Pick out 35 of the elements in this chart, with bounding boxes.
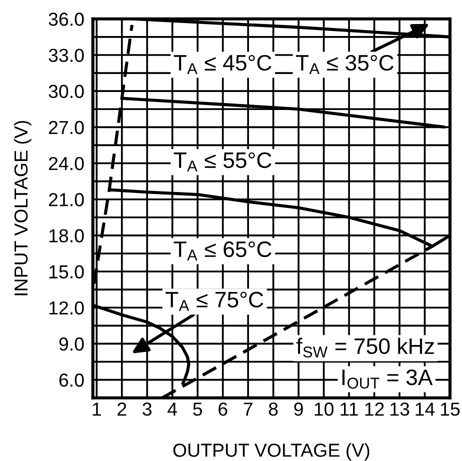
x-tick-label: 4 (168, 402, 178, 416)
annotation: T$_{A}$ ≤ 45°C (174, 54, 272, 74)
y-axis-title: INPUT VOLTAGE (V) (14, 120, 32, 296)
x-axis-title: OUTPUT VOLTAGE (V) (173, 443, 370, 461)
y-tick-label: 24.0 (48, 156, 84, 170)
y-tick-label: 36.0 (48, 12, 84, 26)
x-tick-label: 15 (440, 402, 460, 416)
annotation: T$_{A}$ ≤ 55°C (174, 152, 272, 172)
y-tick-label: 21.0 (48, 193, 84, 206)
y-tick-label: 18.0 (49, 229, 84, 242)
annotation: T$_{A}$ ≤ 65°C (174, 241, 272, 260)
x-tick-label: 6 (218, 402, 228, 416)
annotation: T$_{A}$ ≤ 35°C (296, 54, 394, 74)
x-tick-label: 7 (244, 402, 252, 416)
y-tick-label: 27.0 (48, 120, 84, 134)
y-tick-label: 33.0 (48, 48, 84, 62)
annotation: I$_{OUT}$ = 3A (342, 369, 433, 389)
x-tick-label: 14 (416, 402, 435, 416)
y-tick-label: 6.0 (59, 374, 84, 387)
x-tick-label: 12 (365, 402, 384, 416)
x-tick-label: 8 (268, 402, 278, 416)
y-tick-label: 30.0 (48, 84, 84, 98)
x-tick-label: 9 (294, 402, 303, 416)
y-tick-label: 12.0 (49, 301, 84, 315)
x-tick-label: 13 (390, 402, 410, 416)
x-tick-label: 11 (340, 402, 358, 416)
annotation: f$_{SW}$ = 750 kHz (296, 338, 434, 358)
y-tick-label: 15.0 (49, 265, 84, 279)
x-tick-label: 3 (142, 402, 152, 416)
x-tick-label: 5 (193, 402, 202, 416)
y-tick-label: 9.0 (59, 337, 84, 351)
x-tick-label: 10 (314, 402, 334, 416)
annotation: T$_{A}$ ≤ 75°C (166, 292, 264, 311)
x-tick-label: 2 (118, 402, 126, 416)
x-tick-label: 1 (92, 402, 101, 416)
